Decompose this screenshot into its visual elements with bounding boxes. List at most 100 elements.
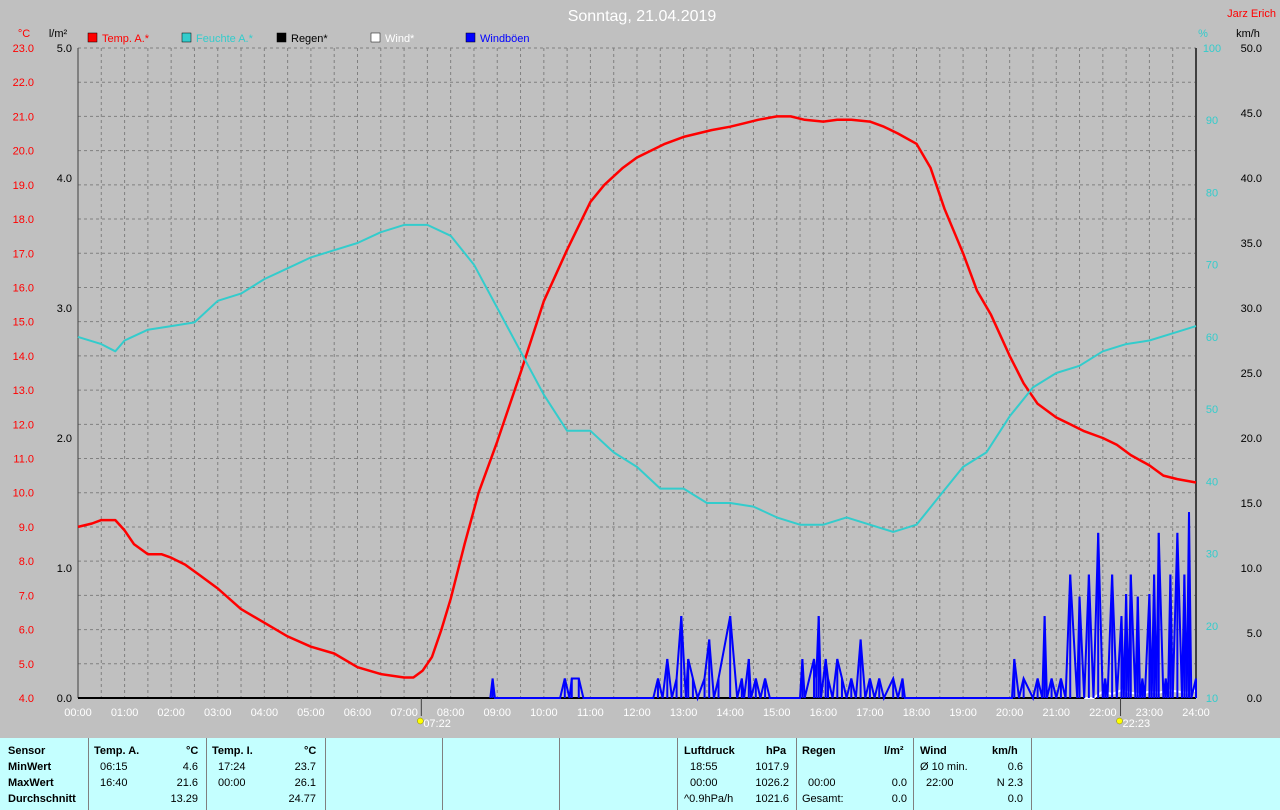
legend-label: Feuchte A.* (196, 33, 254, 45)
x-tick-label: 17:00 (856, 707, 884, 719)
x-tick-label: 14:00 (716, 707, 744, 719)
sun-icon (417, 717, 424, 725)
humidity-tick-label: 50 (1206, 404, 1218, 416)
author-label: Jarz Erich (1227, 8, 1276, 20)
temp-tick-label: 18.0 (13, 214, 34, 226)
wind-tick-label: 15.0 (1241, 498, 1262, 510)
rain-tick-label: 4.0 (57, 173, 72, 185)
temp-tick-label: 11.0 (13, 454, 34, 466)
temp-tick-label: 8.0 (19, 556, 34, 568)
sensor-header: Sensor (8, 745, 46, 757)
pressure-max-value: 1026.2 (755, 777, 789, 789)
pressure-unit: hPa (766, 745, 787, 757)
x-tick-label: 13:00 (670, 707, 698, 719)
x-tick-label: 22:00 (1089, 707, 1117, 719)
rain-tick-label: 0.0 (57, 693, 72, 705)
wind-header: Wind (920, 745, 947, 757)
legend-label: Temp. A.* (102, 33, 150, 45)
rain-total-label: Gesamt: (802, 793, 844, 805)
temp-i-header: Temp. I. (212, 745, 253, 757)
legend-swatch (276, 32, 287, 43)
humidity-unit-label: % (1198, 28, 1208, 40)
humidity-tick-label: 10 (1206, 693, 1218, 705)
legend-swatch (87, 32, 98, 43)
feuchte-a-line (77, 223, 1197, 533)
x-tick-label: 10:00 (530, 707, 558, 719)
temp-tick-label: 13.0 (13, 385, 34, 397)
humidity-tick-label: 30 (1206, 549, 1218, 561)
rain-tick-label: 3.0 (57, 303, 72, 315)
wind-tick-label: 5.0 (1247, 628, 1262, 640)
temp-unit-label: °C (18, 28, 30, 40)
gust-series-line (489, 512, 1197, 702)
x-tick-label: 00:00 (64, 707, 92, 719)
temp-a-min-value: 4.6 (182, 761, 198, 773)
x-tick-label: 08:00 (437, 707, 465, 719)
humidity-tick-label: 90 (1206, 115, 1218, 127)
wind-tick-label: 30.0 (1241, 303, 1262, 315)
wind-max-value: N 2.3 (996, 777, 1023, 789)
temp-i-min-time: 17:24 (218, 761, 246, 773)
wind-tick-label: 50.0 (1241, 43, 1262, 55)
temp-i-max-value: 26.1 (294, 777, 316, 789)
temp-tick-label: 19.0 (13, 180, 34, 192)
wind-tick-label: 20.0 (1241, 433, 1262, 445)
rain-header: Regen (802, 745, 836, 757)
rain-max-time: 00:00 (808, 777, 836, 789)
x-tick-label: 21:00 (1042, 707, 1070, 719)
x-tick-label: 24:00 (1182, 707, 1210, 719)
x-tick-label: 06:00 (344, 707, 372, 719)
pressure-min-time: 18:55 (690, 761, 718, 773)
temp-tick-label: 17.0 (13, 248, 34, 260)
wind-tick-label: 0.0 (1247, 693, 1262, 705)
x-tick-label: 15:00 (763, 707, 791, 719)
x-tick-label: 18:00 (903, 707, 931, 719)
temp-i-max-time: 00:00 (218, 777, 246, 789)
x-tick-label: 05:00 (297, 707, 325, 719)
humidity-tick-label: 80 (1206, 187, 1218, 199)
rain-tick-label: 2.0 (57, 433, 72, 445)
weather-chart: 4.0 5.0 6.0 7.0 8.0 9.0 10.0 11.0 12.0 13.0 14.0 15… (13, 8, 1276, 730)
temp-tick-label: 5.0 (19, 659, 34, 671)
rain-tick-label: 1.0 (57, 563, 72, 575)
x-tick-label: 16:00 (810, 707, 838, 719)
temp-a-line (77, 115, 1197, 679)
wind-avg10-label: Ø 10 min. (920, 761, 968, 773)
temp-a-avg-value: 13.29 (170, 793, 198, 805)
pressure-trend: ^0.9hPa/h (684, 793, 734, 805)
legend-swatch (181, 32, 192, 43)
x-tick-label: 01:00 (111, 707, 139, 719)
temp-tick-label: 10.0 (13, 488, 34, 500)
temp-tick-label: 23.0 (13, 43, 34, 55)
wind-tick-label: 25.0 (1241, 368, 1262, 380)
statistics-panel: Sensor MinWert MaxWert Durchschnitt Temp… (0, 738, 1280, 810)
wind-tick-label: 10.0 (1241, 563, 1262, 575)
legend-swatch (465, 32, 476, 43)
pressure-max-time: 00:00 (690, 777, 718, 789)
temp-i-min-value: 23.7 (294, 761, 316, 773)
wind-unit: km/h (992, 745, 1018, 757)
temp-a-min-time: 06:15 (100, 761, 128, 773)
temp-tick-label: 21.0 (13, 111, 34, 123)
temp-a-unit: °C (186, 745, 199, 757)
temp-a-max-value: 21.6 (176, 777, 198, 789)
minwert-label: MinWert (8, 761, 52, 773)
wind-tick-label: 35.0 (1241, 238, 1262, 250)
temp-tick-label: 7.0 (19, 590, 34, 602)
legend-label: Regen* (291, 33, 328, 45)
pressure-min-value: 1017.9 (755, 761, 789, 773)
temp-a-header: Temp. A. (94, 745, 140, 757)
rain-unit-label: l/m² (49, 28, 68, 40)
pressure-header: Luftdruck (684, 745, 735, 757)
x-tick-label: 23:00 (1136, 707, 1164, 719)
rain-max-value: 0.0 (891, 777, 907, 789)
x-tick-label: 02:00 (157, 707, 185, 719)
humidity-tick-label: 60 (1206, 332, 1218, 344)
rain-total-value: 0.0 (891, 793, 907, 805)
x-tick-label: 11:00 (577, 707, 604, 719)
humidity-tick-label: 100 (1203, 43, 1221, 55)
rain-tick-label: 5.0 (57, 43, 72, 55)
x-tick-label: 03:00 (204, 707, 232, 719)
temp-tick-label: 6.0 (19, 625, 34, 637)
x-tick-label: 19:00 (949, 707, 977, 719)
